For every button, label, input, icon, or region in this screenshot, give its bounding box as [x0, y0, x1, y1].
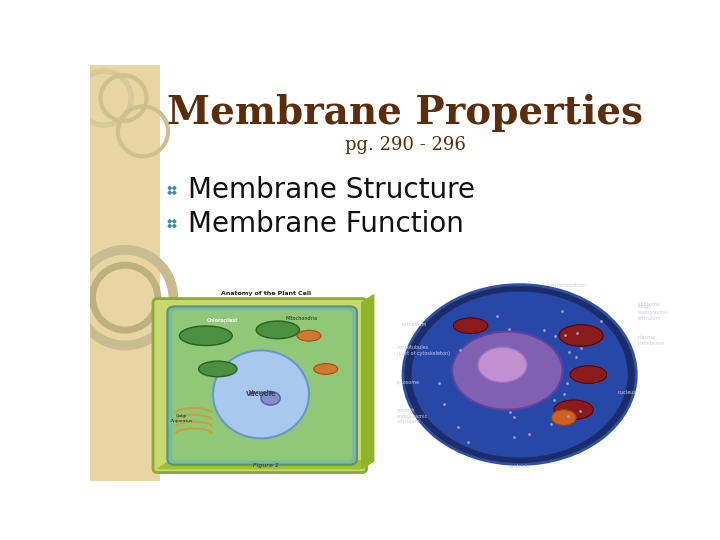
Text: Membrane Properties: Membrane Properties: [167, 93, 643, 132]
Polygon shape: [173, 220, 176, 223]
Polygon shape: [173, 191, 176, 194]
Polygon shape: [168, 186, 171, 190]
Polygon shape: [90, 65, 160, 481]
Text: pg. 290 - 296: pg. 290 - 296: [345, 136, 466, 154]
Polygon shape: [168, 224, 171, 227]
Polygon shape: [173, 186, 176, 190]
Polygon shape: [173, 224, 176, 227]
Text: Membrane Structure: Membrane Structure: [188, 177, 474, 204]
Text: Membrane Function: Membrane Function: [188, 210, 464, 238]
Polygon shape: [168, 191, 171, 194]
Polygon shape: [168, 220, 171, 223]
